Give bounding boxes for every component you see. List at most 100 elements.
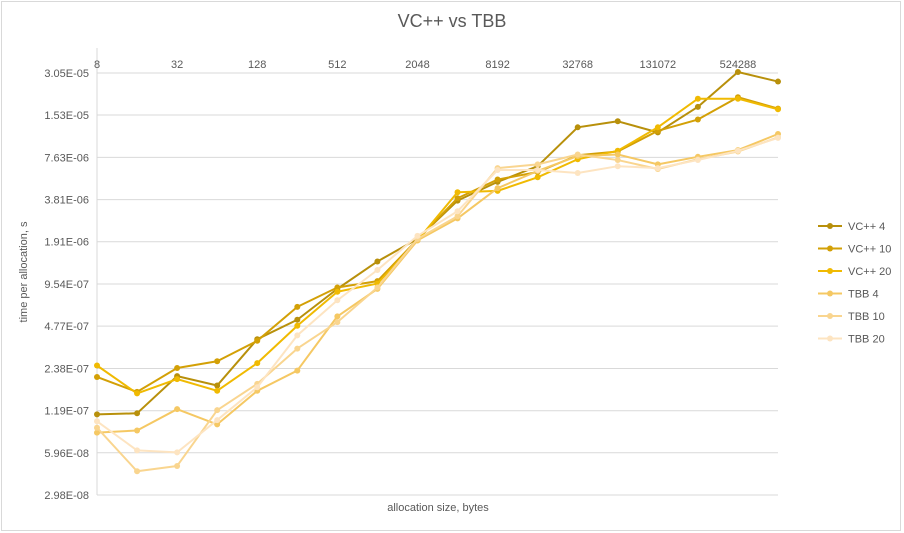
legend-item: TBB 4 <box>818 289 879 301</box>
data-point <box>294 345 301 352</box>
legend-label: VC++ 10 <box>848 244 891 256</box>
data-point <box>94 411 100 418</box>
data-point <box>374 284 381 291</box>
data-point <box>134 447 141 454</box>
data-point <box>134 468 141 475</box>
y-axis-label: time per allocation, s <box>18 221 30 322</box>
data-point <box>214 417 221 424</box>
data-point <box>374 266 381 273</box>
series-line <box>96 136 779 473</box>
series-2 <box>94 95 781 397</box>
data-point <box>214 421 221 428</box>
data-point <box>574 124 581 131</box>
data-point <box>775 134 781 141</box>
y-tick-label: 7.63E-06 <box>44 152 89 164</box>
legend-marker <box>827 268 833 274</box>
data-point <box>454 195 461 202</box>
data-point <box>174 449 181 456</box>
data-point <box>214 387 221 394</box>
legend-item: TBB 20 <box>818 334 885 346</box>
x-tick-label: 8192 <box>485 59 509 71</box>
data-point <box>174 406 181 413</box>
data-point <box>734 95 741 102</box>
data-point <box>694 95 701 102</box>
data-point <box>454 189 461 196</box>
series-line <box>96 133 779 434</box>
data-point <box>614 157 621 164</box>
data-point <box>334 297 341 304</box>
x-tick-label: 128 <box>248 59 266 71</box>
data-point <box>94 424 100 431</box>
data-point <box>614 151 621 158</box>
y-tick-label: 2.98E-08 <box>44 490 89 502</box>
y-tick-label: 3.05E-05 <box>44 68 89 80</box>
x-tick-label: 32768 <box>562 59 593 71</box>
data-point <box>254 360 261 367</box>
legend-marker <box>827 223 833 229</box>
data-point <box>614 118 621 125</box>
data-point <box>654 165 661 172</box>
data-point <box>374 258 381 265</box>
data-point <box>214 407 221 414</box>
data-point <box>454 208 461 215</box>
y-tick-label: 4.77E-07 <box>44 321 89 333</box>
y-tick-label: 2.38E-07 <box>44 363 89 375</box>
legend-item: TBB 10 <box>818 311 885 323</box>
data-point <box>494 167 501 174</box>
legend-label: TBB 10 <box>848 311 885 323</box>
data-point <box>294 367 301 374</box>
x-axis-ticks: 8 32 128 512 2048 8192 32768 131072 524288 <box>94 59 756 71</box>
chart-title: VC++ vs TBB <box>398 11 507 31</box>
series-line <box>96 136 779 454</box>
series-5 <box>94 134 781 456</box>
y-tick-label: 9.54E-07 <box>44 279 89 291</box>
y-tick-label: 3.81E-06 <box>44 195 89 207</box>
legend: VC++ 4 VC++ 10 VC++ 20 TBB 4 TBB 10 TBB 20 <box>818 221 891 346</box>
data-point <box>334 319 341 326</box>
data-point <box>94 373 100 380</box>
data-point <box>174 376 181 383</box>
data-point <box>94 418 100 425</box>
legend-item: VC++ 20 <box>818 266 891 278</box>
data-point <box>574 151 581 158</box>
data-point <box>334 284 341 291</box>
data-point <box>294 322 301 329</box>
data-point <box>494 176 501 183</box>
data-point <box>254 384 261 391</box>
data-point <box>694 157 701 164</box>
series-3 <box>94 130 781 436</box>
y-axis-ticks: 2.98E-08 5.96E-08 1.19E-07 2.38E-07 4.77E-07… <box>44 68 89 502</box>
legend-item: VC++ 4 <box>818 221 885 233</box>
series-line <box>96 71 779 416</box>
x-axis-label: allocation size, bytes <box>387 502 489 514</box>
data-point <box>734 147 741 154</box>
data-point <box>654 124 661 131</box>
legend-item: VC++ 10 <box>818 244 891 256</box>
y-tick-label: 5.96E-08 <box>44 448 89 460</box>
data-point <box>334 288 341 295</box>
y-tick-label: 1.91E-06 <box>44 237 89 249</box>
legend-label: VC++ 20 <box>848 266 891 278</box>
data-point <box>694 103 701 110</box>
data-point <box>775 106 781 113</box>
data-point <box>174 462 181 469</box>
legend-label: TBB 20 <box>848 334 885 346</box>
data-point <box>494 185 501 192</box>
series-4 <box>94 134 781 475</box>
legend-label: VC++ 4 <box>848 221 885 233</box>
data-point <box>694 116 701 123</box>
series-line <box>96 96 779 393</box>
x-tick-label: 32 <box>171 59 183 71</box>
y-tick-label: 1.53E-05 <box>44 110 89 122</box>
legend-marker <box>827 290 833 297</box>
data-point <box>414 232 421 239</box>
data-point <box>294 332 301 339</box>
data-point <box>134 410 141 417</box>
data-point <box>534 174 541 181</box>
data-point <box>294 303 301 310</box>
data-point <box>294 316 301 323</box>
series-line <box>96 97 779 395</box>
legend-marker <box>827 245 833 252</box>
